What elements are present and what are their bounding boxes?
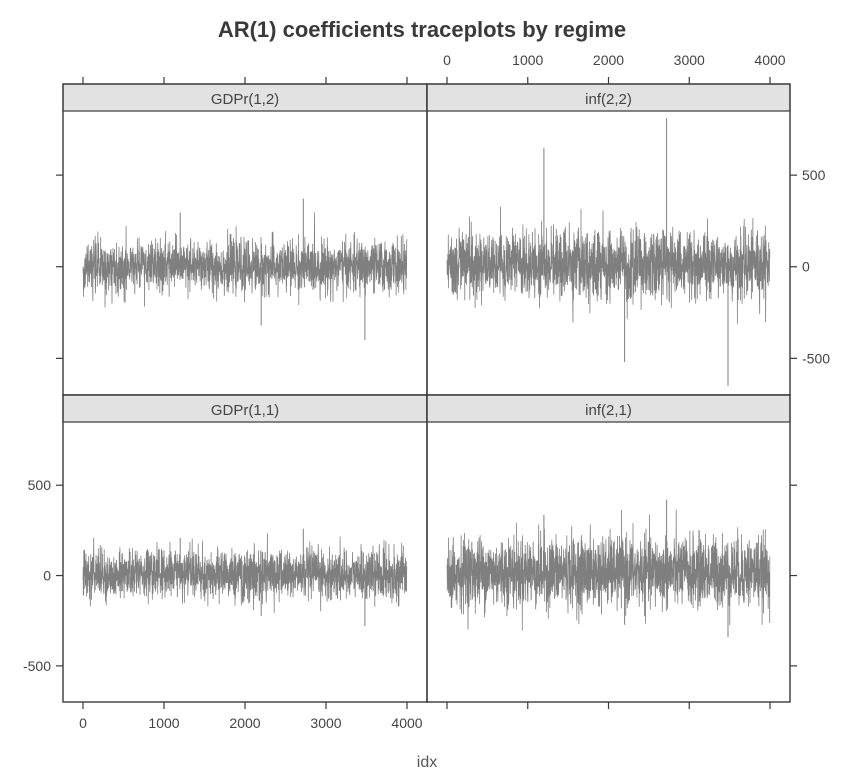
trace-line-inf-2-1 (446, 509, 771, 631)
x-tick-label-top-0: 0 (443, 52, 451, 68)
chart-title: AR(1) coefficients traceplots by regime (218, 17, 626, 42)
x-tick-label-top-2: 2000 (593, 52, 624, 68)
x-tick-label-bottom-0: 0 (79, 715, 87, 731)
y-tick-label-right-0: -500 (802, 350, 830, 366)
y-tick-label-left-0: -500 (23, 658, 51, 674)
strip-label-inf-2-2: inf(2,2) (585, 91, 632, 108)
x-tick-label-top-1: 1000 (512, 52, 543, 68)
panel-border-inf-2-2 (426, 83, 791, 396)
strip-label-gdpr-1-1: GDPr(1,1) (211, 402, 279, 419)
panel-border-gdpr-1-2 (62, 83, 428, 396)
trace-spikes-inf-2-2 (543, 118, 729, 386)
trace-line-gdpr-1-2 (82, 212, 408, 308)
x-axis-label: idx (417, 754, 437, 769)
trace-line-inf-2-2 (446, 206, 771, 324)
x-tick-label-top-4: 4000 (754, 52, 785, 68)
panel-border-gdpr-1-1 (62, 394, 428, 703)
y-tick-label-right-2: 500 (802, 167, 826, 183)
x-tick-label-bottom-1: 1000 (148, 715, 179, 731)
x-tick-label-top-3: 3000 (674, 52, 705, 68)
trace-spikes-inf-2-1 (543, 499, 729, 637)
y-tick-label-left-2: 500 (28, 477, 52, 493)
axes-layer: 0 1000 2000 3000 4000 0 1000 2000 3000 4000 -500 0 5… (23, 52, 830, 731)
strip-label-inf-2-1: inf(2,1) (585, 402, 632, 419)
x-tick-label-bottom-2: 2000 (229, 715, 260, 731)
trace-lines-layer (82, 118, 771, 637)
x-tick-label-bottom-3: 3000 (310, 715, 341, 731)
trace-spikes-gdpr-1-2 (179, 198, 366, 340)
strip-label-gdpr-1-2: GDPr(1,2) (211, 91, 279, 108)
trace-spikes-gdpr-1-1 (179, 528, 366, 627)
panel-frames-layer: GDPr(1,2) inf(2,2) GDPr(1,1) inf(2,1) (62, 83, 791, 703)
y-tick-label-right-1: 0 (802, 259, 810, 275)
trace-line-gdpr-1-1 (82, 533, 408, 613)
x-tick-label-bottom-4: 4000 (391, 715, 422, 731)
y-tick-label-left-1: 0 (43, 568, 51, 584)
